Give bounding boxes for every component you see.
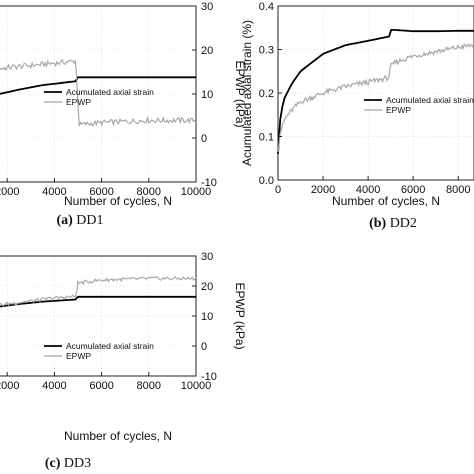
- y2-tick-label: 30: [201, 1, 213, 13]
- series-line-axial-strain: [0, 295, 196, 308]
- series-line-epwp: [0, 275, 197, 307]
- x-tick-label: 6000: [89, 380, 113, 392]
- y-tick-label: 0.4: [259, 1, 274, 13]
- legend-label-axial-strain: Acumulated axial strain: [66, 341, 154, 351]
- x-tick-label: 10000: [181, 380, 212, 392]
- y2-tick-label: 0: [201, 133, 207, 145]
- caption-dd3: (c) DD3: [45, 456, 91, 471]
- x-tick-label: 8000: [137, 380, 161, 392]
- x-tick-label: 8000: [137, 186, 161, 198]
- x-tick-label: 0: [275, 184, 281, 196]
- x-axis-label: Number of cycles, N: [64, 194, 172, 208]
- series-line-axial-strain: [277, 28, 474, 154]
- panel-dd2: 0 2000 4000 6000 8000 Number of cycles, N 0.0 0…: [240, 1, 474, 208]
- x-tick-label: 6000: [89, 186, 113, 198]
- y2-axis-label: EPWP (kPa): [233, 60, 247, 127]
- y-tick-label: 0.1: [259, 132, 274, 144]
- y2-tick-label: 20: [201, 45, 213, 57]
- legend-label-axial-strain: Acumulated axial strain: [66, 87, 154, 97]
- y2-tick-label: 30: [201, 251, 213, 263]
- x-tick-label: 6000: [401, 184, 425, 196]
- caption-dd2: (b) DD2: [369, 216, 417, 231]
- x-tick-label: 4000: [42, 380, 66, 392]
- legend-label-epwp: EPWP: [66, 97, 91, 107]
- caption-dd1: (a) DD1: [56, 213, 103, 228]
- y2-tick-label: -10: [201, 177, 217, 189]
- y-axis-label: Acumulated axial strain (%): [240, 20, 254, 166]
- x-tick-label: 4000: [42, 186, 66, 198]
- y-tick-label: 0.3: [259, 45, 274, 57]
- x-tick-label: 10000: [181, 186, 212, 198]
- y2-tick-label: 10: [201, 311, 213, 323]
- x-tick-label: 8000: [446, 184, 470, 196]
- panel-dd1: 2000 4000 6000 8000 10000 Number of cycles, N…: [0, 1, 247, 208]
- legend-label-epwp: EPWP: [386, 105, 411, 115]
- y2-axis-label: EPWP (kPa): [233, 282, 247, 349]
- y2-tick-label: -10: [201, 371, 217, 383]
- panel-dd3: 2000 4000 6000 8000 10000 Number of cycles, N…: [0, 251, 247, 443]
- series-line-axial-strain: [0, 76, 196, 95]
- x-tick-label: 2000: [311, 184, 335, 196]
- y-tick-label: 0.0: [259, 175, 274, 187]
- x-tick-label: 4000: [356, 184, 380, 196]
- y2-tick-label: 10: [201, 89, 213, 101]
- x-tick-label: 2000: [0, 186, 19, 198]
- x-axis-label: Number of cycles, N: [332, 194, 440, 208]
- y2-tick-label: 0: [201, 341, 207, 353]
- series-line-epwp: [0, 58, 197, 128]
- y-tick-label: 0.2: [259, 88, 274, 100]
- x-axis-label: Number of cycles, N: [64, 429, 172, 443]
- series-line-epwp: [277, 42, 474, 153]
- y2-tick-label: 20: [201, 281, 213, 293]
- x-tick-label: 2000: [0, 380, 19, 392]
- legend-label-epwp: EPWP: [66, 351, 91, 361]
- legend-label-axial-strain: Acumulated axial strain: [386, 95, 474, 105]
